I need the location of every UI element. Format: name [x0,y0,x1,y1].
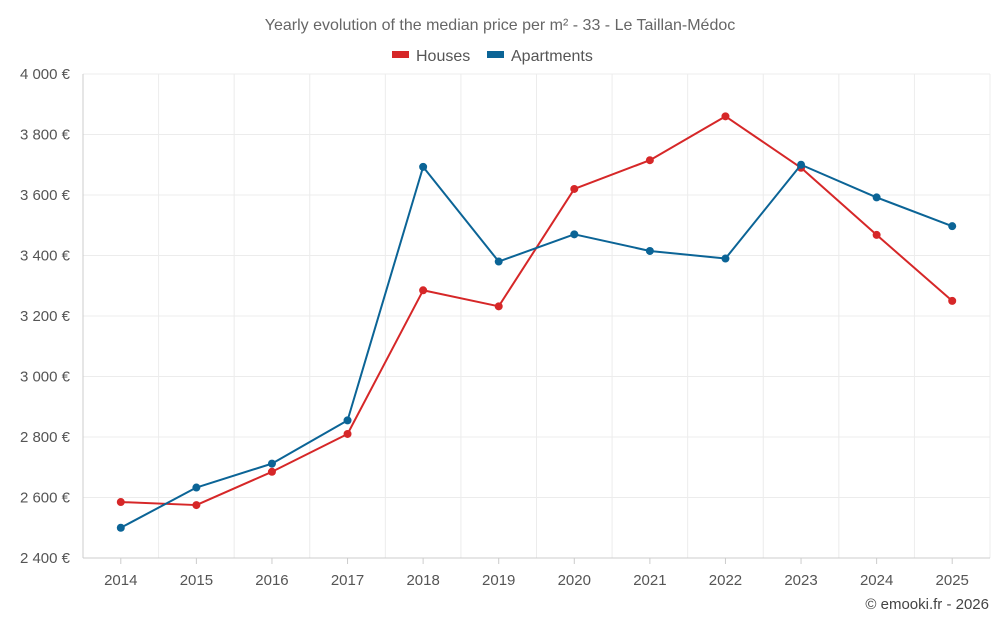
x-tick-label: 2025 [936,572,969,589]
data-point-apartments-2018[interactable] [419,162,428,171]
legend-label-houses: Houses [416,48,470,65]
legend-label-apartments: Apartments [511,48,593,65]
legend: Houses Apartments [392,48,593,65]
credit-text: © emooki.fr - 2026 [865,596,989,613]
y-tick-label: 3 000 € [20,369,71,386]
data-point-houses-2017[interactable] [343,429,352,438]
series-line-apartments [120,163,953,529]
x-tick-label: 2020 [558,572,591,589]
y-tick-label: 4 000 € [20,66,71,83]
x-tick-label: 2018 [406,572,439,589]
data-point-apartments-2019[interactable] [494,257,503,266]
data-point-houses-2018[interactable] [419,286,428,295]
data-point-houses-2016[interactable] [267,467,276,476]
chart-title: Yearly evolution of the median price per… [265,17,735,34]
y-tick-label: 2 600 € [20,490,71,507]
y-tick-label: 2 800 € [20,429,71,446]
x-tick-label: 2016 [255,572,288,589]
data-point-apartments-2015[interactable] [192,483,201,492]
data-point-houses-2014[interactable] [116,498,125,507]
series-group [116,112,957,532]
data-point-houses-2021[interactable] [645,156,654,165]
x-axis: 2014 2015 2016 2017 2018 2019 2020 2021 2022 2023… [104,558,969,589]
y-tick-label: 3 800 € [20,127,71,144]
legend-swatch-houses [392,51,409,58]
data-point-houses-2022[interactable] [721,112,730,121]
x-tick-label: 2017 [331,572,364,589]
x-tick-label: 2014 [104,572,137,589]
data-point-houses-2025[interactable] [948,296,957,305]
y-tick-label: 3 400 € [20,248,71,265]
data-point-houses-2019[interactable] [494,302,503,311]
gridlines [82,73,991,559]
data-point-apartments-2014[interactable] [116,523,125,532]
x-tick-label: 2022 [709,572,742,589]
data-point-apartments-2021[interactable] [645,246,654,255]
y-tick-label: 2 400 € [20,550,71,567]
y-tick-label: 3 200 € [20,308,71,325]
x-tick-label: 2023 [784,572,817,589]
x-tick-label: 2019 [482,572,515,589]
data-point-apartments-2022[interactable] [721,254,730,263]
y-tick-label: 3 600 € [20,187,71,204]
data-point-houses-2020[interactable] [570,184,579,193]
data-point-apartments-2024[interactable] [872,193,881,202]
y-axis: 2 400 € 2 600 € 2 800 € 3 000 € 3 200 € 3 400… [20,66,71,567]
data-point-houses-2024[interactable] [872,230,881,239]
data-point-apartments-2017[interactable] [343,416,352,425]
x-tick-label: 2015 [180,572,213,589]
data-point-apartments-2020[interactable] [570,230,579,239]
x-tick-label: 2024 [860,572,893,589]
data-point-apartments-2016[interactable] [267,459,276,468]
data-point-houses-2015[interactable] [192,501,201,510]
legend-swatch-apartments [487,51,504,58]
data-point-apartments-2023[interactable] [797,160,806,169]
x-tick-label: 2021 [633,572,666,589]
data-point-apartments-2025[interactable] [948,222,957,231]
